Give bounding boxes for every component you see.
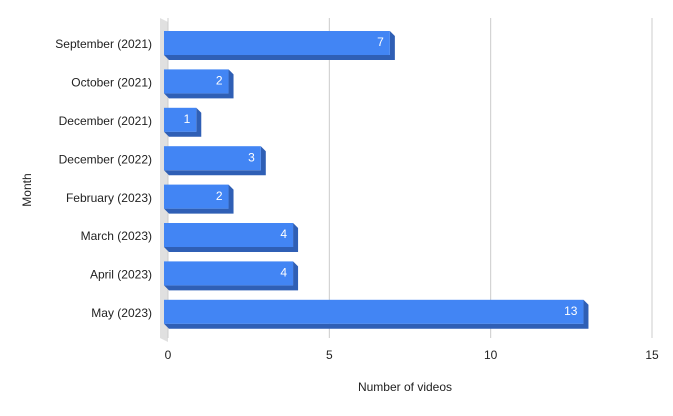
value-label: 3 — [248, 150, 255, 164]
bar-depth — [164, 223, 299, 252]
x-tick-label: 10 — [484, 348, 498, 362]
bar — [164, 223, 294, 247]
bar — [164, 299, 584, 324]
bar — [164, 31, 390, 55]
bar-depth — [164, 107, 202, 137]
bar — [164, 184, 229, 209]
value-label: 2 — [216, 189, 223, 203]
value-label: 4 — [280, 227, 287, 241]
bar-depth — [164, 184, 234, 214]
x-axis-title: Number of videos — [358, 380, 452, 394]
bar-depth — [164, 299, 589, 329]
value-label: 1 — [184, 112, 191, 126]
bar-depth — [164, 146, 266, 176]
y-tick-label: October (2021) — [71, 76, 152, 90]
y-tick-label: December (2022) — [59, 152, 152, 166]
y-tick-label: December (2021) — [59, 114, 152, 128]
y-tick-label: September (2021) — [55, 37, 152, 51]
bar — [164, 107, 197, 132]
bar-depth — [164, 31, 395, 60]
x-tick-label: 5 — [326, 348, 333, 362]
bar — [164, 69, 229, 94]
y-tick-label: March (2023) — [81, 229, 152, 243]
x-tick-label: 0 — [165, 348, 172, 362]
x-tick-label: 15 — [645, 348, 659, 362]
value-label: 7 — [377, 35, 384, 49]
axis-wall — [160, 18, 168, 342]
bar — [164, 261, 294, 286]
bar — [164, 146, 261, 171]
y-tick-label: May (2023) — [91, 306, 152, 320]
y-tick-label: April (2023) — [90, 268, 152, 282]
value-label: 13 — [564, 304, 578, 318]
y-tick-label: February (2023) — [66, 191, 152, 205]
value-label: 4 — [280, 266, 287, 280]
bar-depth — [164, 261, 299, 291]
y-axis-title: Month — [20, 173, 34, 206]
bar-depth — [164, 69, 234, 99]
value-label: 2 — [216, 74, 223, 88]
